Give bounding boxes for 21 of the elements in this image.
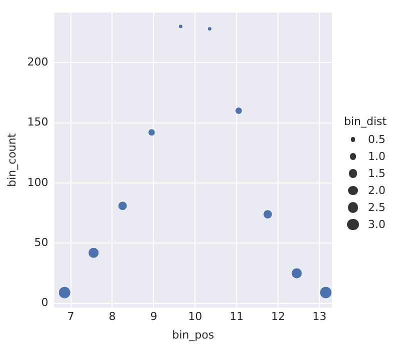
y-tick-label: 150 <box>27 116 48 129</box>
x-tick-label: 10 <box>188 310 202 324</box>
y-tick-label: 50 <box>34 236 48 250</box>
x-tick-label: 11 <box>230 310 244 324</box>
x-tick-label: 7 <box>67 310 74 324</box>
legend-label: 3.0 <box>368 218 386 231</box>
x-tick-label: 9 <box>150 310 158 324</box>
y-tick-label: 200 <box>27 55 48 68</box>
y-tick-label: 100 <box>27 176 48 189</box>
x-tick-label: 13 <box>312 310 327 324</box>
x-tick-label: 8 <box>108 310 116 324</box>
legend-label: 0.5 <box>368 133 386 146</box>
legend-title: bin_dist <box>344 115 387 128</box>
legend-label: 2.5 <box>368 201 386 214</box>
legend-label: 1.5 <box>368 167 386 180</box>
x-tick-label: 12 <box>271 310 286 324</box>
legend-label: 1.0 <box>368 150 386 163</box>
y-axis-title: bin_count <box>5 132 18 187</box>
legend-label: 2.0 <box>368 184 386 197</box>
y-tick-label: 0 <box>41 296 48 310</box>
x-axis-title: bin_pos <box>172 328 214 342</box>
